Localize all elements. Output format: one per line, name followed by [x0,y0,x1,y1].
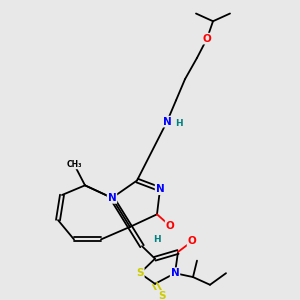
Text: S: S [158,291,166,300]
Text: H: H [153,235,161,244]
Text: CH₃: CH₃ [66,160,82,169]
Text: N: N [163,117,171,127]
Text: O: O [202,34,211,44]
Text: O: O [188,236,196,246]
Text: N: N [171,268,179,278]
Text: O: O [166,221,174,231]
Text: S: S [136,268,144,278]
Text: N: N [108,193,116,203]
Text: N: N [156,184,164,194]
Text: H: H [175,119,183,128]
